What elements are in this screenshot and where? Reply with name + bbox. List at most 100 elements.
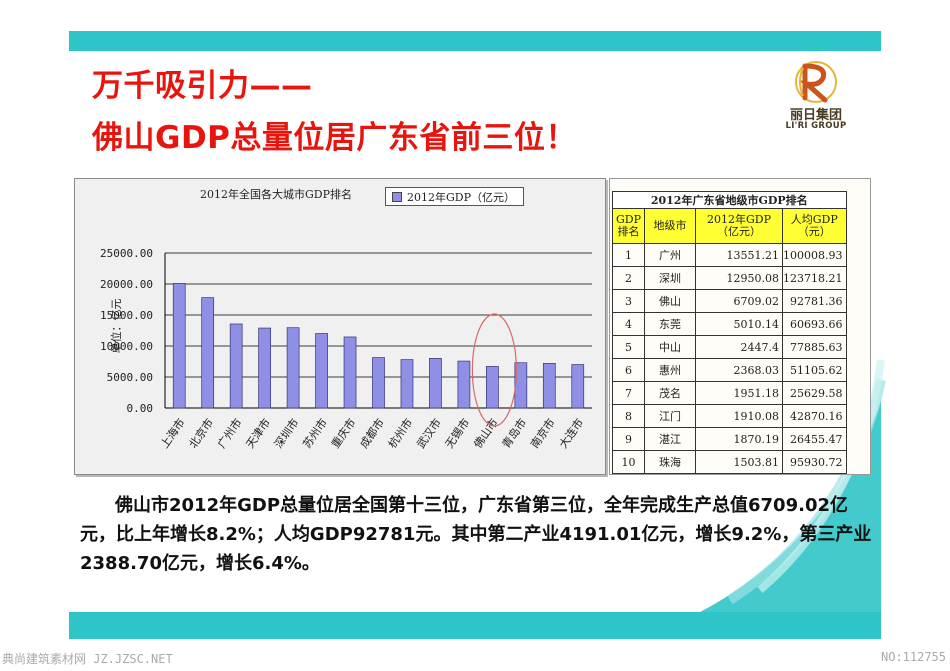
x-tick-label: 武汉市: [413, 416, 443, 451]
y-tick-label: 15000.00: [100, 309, 153, 322]
table-cell-gdp: 1951.18: [695, 381, 783, 405]
x-tick-label: 无锡市: [442, 416, 472, 451]
legend-swatch: [392, 191, 402, 202]
x-tick-label: 杭州市: [385, 416, 415, 451]
table-cell-city: 珠海: [644, 450, 696, 474]
table-cell-per-capita: 60693.66: [782, 312, 847, 336]
bar: [172, 283, 186, 409]
table-cell-rank: 9: [612, 427, 645, 451]
table-cell-city: 江门: [644, 404, 696, 428]
table-cell-city: 广州: [644, 243, 696, 267]
chart-y-axis-label: 单位：亿元: [110, 298, 123, 354]
bar: [258, 327, 271, 409]
chart-legend: 2012年GDP（亿元）: [385, 187, 525, 206]
table-row: 7 茂名 1951.18 25629.58: [612, 381, 847, 405]
bar: [514, 362, 528, 409]
bar: [315, 333, 328, 409]
summary-paragraph: 佛山市2012年GDP总量位居全国第十三位，广东省第三位，全年完成生产总值670…: [80, 491, 880, 578]
table-row: 2 深圳 12950.08 123718.21: [612, 266, 847, 290]
bar: [542, 363, 556, 409]
bar: [571, 364, 585, 409]
bar: [201, 297, 215, 409]
x-tick-label: 南京市: [527, 416, 557, 451]
x-tick-label: 北京市: [186, 416, 216, 451]
bar: [286, 327, 300, 409]
chart-title: 2012年全国各大城市GDP排名: [200, 188, 353, 201]
top-accent-band: [69, 31, 881, 51]
footer-watermark: 典尚建筑素材网 JZ.JZSC.NET: [2, 652, 173, 666]
bar: [457, 360, 471, 409]
y-tick-label: 25000.00: [100, 247, 153, 260]
table-cell-rank: 10: [612, 450, 645, 474]
table-cell-rank: 7: [612, 381, 645, 405]
bar: [429, 358, 442, 409]
table-cell-gdp: 2447.4: [695, 335, 783, 359]
table-cell-per-capita: 51105.62: [782, 358, 847, 382]
y-tick-label: 0.00: [127, 402, 154, 415]
table-cell-rank: 8: [612, 404, 645, 428]
table-row: 5 中山 2447.4 77885.63: [612, 335, 847, 359]
table-cell-rank: 1: [612, 243, 645, 267]
table-cell-per-capita: 25629.58: [782, 381, 847, 405]
table-cell-rank: 4: [612, 312, 645, 336]
legend-label: 2012年GDP（亿元）: [407, 190, 516, 204]
table-cell-per-capita: 123718.21: [782, 266, 847, 290]
y-tick-label: 5000.00: [107, 371, 153, 384]
x-tick-label: 天津市: [243, 416, 273, 451]
table-cell-gdp: 6709.02: [695, 289, 783, 313]
x-tick-label: 苏州市: [300, 416, 330, 451]
x-tick-label: 深圳市: [271, 416, 301, 451]
table-row: 9 湛江 1870.19 26455.47: [612, 427, 847, 451]
table-caption: 2012年广东省地级市GDP排名: [612, 191, 847, 209]
table-cell-city: 佛山: [644, 289, 696, 313]
y-tick-label: 20000.00: [100, 278, 153, 291]
table-cell-city: 东莞: [644, 312, 696, 336]
x-tick-label: 广州市: [214, 416, 244, 451]
logo-name-cn: 丽日集团: [789, 108, 842, 123]
gdp-rank-table: 2012年广东省地级市GDP排名 GDP 排名 地级市 2012年GDP （亿元） …: [612, 191, 847, 474]
R-brand-icon: [795, 61, 837, 103]
bar: [343, 336, 357, 409]
table-cell-gdp: 12950.08: [695, 266, 783, 290]
table-cell-per-capita: 77885.63: [782, 335, 847, 359]
table-header-city: 地级市: [644, 208, 696, 244]
table-row: 1 广州 13551.21 100008.93: [612, 243, 847, 267]
table-row: 3 佛山 6709.02 92781.36: [612, 289, 847, 313]
table-header-gdp: 2012年GDP （亿元）: [695, 208, 783, 244]
table-row: 6 惠州 2368.03 51105.62: [612, 358, 847, 382]
x-tick-label: 上海市: [157, 416, 187, 451]
footer-number: NO:112755: [880, 650, 946, 664]
table-cell-rank: 5: [612, 335, 645, 359]
table-cell-rank: 2: [612, 266, 645, 290]
table-cell-rank: 3: [612, 289, 645, 313]
table-cell-per-capita: 92781.36: [782, 289, 847, 313]
table-cell-per-capita: 100008.93: [782, 243, 847, 267]
bar: [229, 323, 243, 409]
x-tick-label: 大连市: [556, 416, 586, 451]
table-cell-city: 茂名: [644, 381, 696, 405]
table-cell-rank: 6: [612, 358, 645, 382]
table-row: 10 珠海 1503.81 95930.72: [612, 450, 847, 474]
summary-text: 佛山市2012年GDP总量位居全国第十三位，广东省第三位，全年完成生产总值670…: [80, 495, 872, 574]
table-cell-gdp: 1870.19: [695, 427, 783, 451]
table-header-per-capita: 人均GDP （元）: [782, 208, 847, 244]
table-cell-city: 中山: [644, 335, 696, 359]
y-tick-label: 10000.00: [100, 340, 153, 353]
x-tick-label: 重庆市: [328, 416, 358, 451]
table-row: 8 江门 1910.08 42870.16: [612, 404, 847, 428]
table-cell-gdp: 13551.21: [695, 243, 783, 267]
table-cell-per-capita: 95930.72: [782, 450, 847, 474]
table-cell-gdp: 1503.81: [695, 450, 783, 474]
bottom-accent-band: [69, 612, 881, 639]
table-cell-city: 惠州: [644, 358, 696, 382]
table-cell-gdp: 5010.14: [695, 312, 783, 336]
page-title-line2: 佛山GDP总量位居广东省前三位！: [92, 120, 577, 156]
bar: [486, 366, 499, 409]
table-cell-city: 湛江: [644, 427, 696, 451]
x-tick-label: 成都市: [357, 416, 387, 451]
table-cell-gdp: 1910.08: [695, 404, 783, 428]
logo-name-en: LI'RI GROUP: [785, 121, 847, 131]
table-cell-per-capita: 42870.16: [782, 404, 847, 428]
